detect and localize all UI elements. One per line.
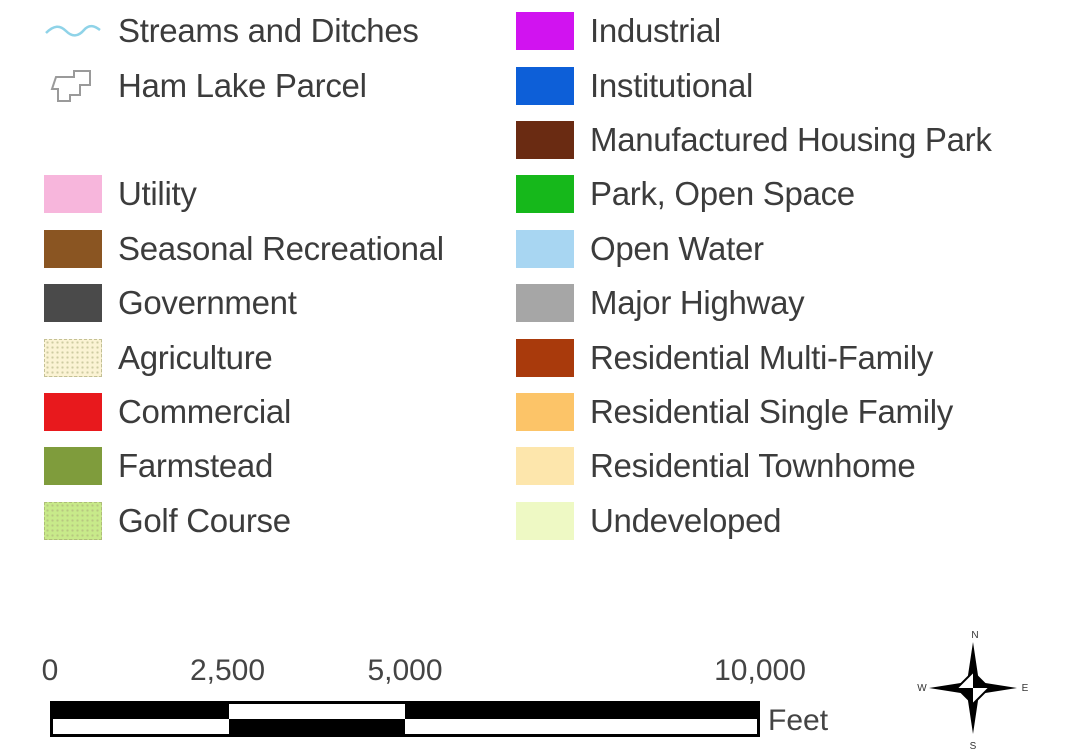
stream-line-icon xyxy=(44,12,102,50)
legend-item-residential-townhome: Residential Townhome xyxy=(516,439,992,493)
legend-right-column: Industrial Institutional Manufactured Hous… xyxy=(516,4,992,548)
legend-swatch xyxy=(516,120,574,159)
legend-item-institutional: Institutional xyxy=(516,58,992,112)
legend-swatch xyxy=(516,501,574,540)
scale-segment-bottom xyxy=(229,719,405,734)
legend-item-golf-course: Golf Course xyxy=(44,494,444,548)
legend-item-streams-and-ditches: Streams and Ditches xyxy=(44,4,444,58)
legend-item-undeveloped: Undeveloped xyxy=(516,494,992,548)
legend-label: Residential Multi-Family xyxy=(590,338,934,376)
scale-segment-bottom xyxy=(53,719,229,734)
legend-item-seasonal-recreational: Seasonal Recreational xyxy=(44,222,444,276)
legend-label: Industrial xyxy=(590,12,721,50)
scale-bar-graphic xyxy=(50,701,760,737)
legend-swatch xyxy=(44,447,102,486)
south-label: S xyxy=(970,741,977,752)
legend-swatch xyxy=(44,392,102,431)
legend-item-agriculture: Agriculture xyxy=(44,330,444,384)
legend-label: Government xyxy=(118,284,297,322)
legend-label: Farmstead xyxy=(118,447,274,485)
legend-left-column: Streams and Ditches Ham Lake Parcel Utilit… xyxy=(44,4,444,548)
legend-swatch xyxy=(516,66,574,105)
legend-item-major-highway: Major Highway xyxy=(516,276,992,330)
legend-label: Residential Single Family xyxy=(590,392,953,430)
legend-label: Institutional xyxy=(590,66,754,104)
compass-rose xyxy=(929,642,1017,734)
legend-label: Open Water xyxy=(590,229,764,267)
legend-swatch xyxy=(44,284,102,323)
legend-label: Residential Townhome xyxy=(590,447,916,485)
legend-swatch xyxy=(44,338,102,377)
legend-swatch xyxy=(44,175,102,214)
legend-swatch xyxy=(516,12,574,51)
legend-item-industrial: Industrial xyxy=(516,4,992,58)
west-label: W xyxy=(917,683,927,694)
legend-swatch xyxy=(516,229,574,268)
legend-swatch xyxy=(516,284,574,323)
legend-label: Park, Open Space xyxy=(590,175,855,213)
parcel-outline-icon xyxy=(44,67,102,105)
legend-item-ham-lake-parcel: Ham Lake Parcel xyxy=(44,58,444,112)
legend-item-park-open-space: Park, Open Space xyxy=(516,167,992,221)
legend-label: Streams and Ditches xyxy=(118,12,419,50)
scale-tick-label: 2,500 xyxy=(189,654,266,687)
scale-bar: 0 2,500 5,000 10,000 Feet xyxy=(40,650,860,750)
legend-label: Undeveloped xyxy=(590,501,782,539)
legend-swatch xyxy=(516,338,574,377)
scale-unit: Feet xyxy=(768,704,829,737)
legend-item-open-water: Open Water xyxy=(516,222,992,276)
scale-segment-top xyxy=(405,704,757,719)
legend-swatch xyxy=(516,175,574,214)
legend-swatch xyxy=(516,447,574,486)
legend-swatch xyxy=(516,392,574,431)
legend-label: Major Highway xyxy=(590,284,805,322)
legend-item-farmstead: Farmstead xyxy=(44,439,444,493)
legend-item-residential-single-family: Residential Single Family xyxy=(516,385,992,439)
legend-item-government: Government xyxy=(44,276,444,330)
legend-item-commercial: Commercial xyxy=(44,385,444,439)
scale-segment-top xyxy=(53,704,229,719)
legend-label: Seasonal Recreational xyxy=(118,229,444,267)
scale-tick-label: 0 xyxy=(41,654,59,687)
scale-segment-bottom xyxy=(405,719,757,734)
legend-label: Agriculture xyxy=(118,338,273,376)
legend-label: Commercial xyxy=(118,392,292,430)
legend-label: Utility xyxy=(118,175,197,213)
scale-tick-label: 5,000 xyxy=(367,654,443,687)
legend-swatch xyxy=(44,501,102,540)
legend-spacer xyxy=(44,113,444,167)
north-label: N xyxy=(971,630,978,641)
legend-item-residential-multi-family: Residential Multi-Family xyxy=(516,330,992,384)
legend-label: Ham Lake Parcel xyxy=(118,66,367,104)
scale-tick-label: 10,000 xyxy=(714,654,806,687)
legend-label: Manufactured Housing Park xyxy=(590,120,992,158)
north-arrow-icon: N S W E xyxy=(917,630,1029,752)
east-label: E xyxy=(1022,683,1029,694)
legend-item-utility: Utility xyxy=(44,167,444,221)
legend-label: Golf Course xyxy=(118,501,291,539)
scale-segment-top xyxy=(229,704,405,719)
legend-item-manufactured-housing-park: Manufactured Housing Park xyxy=(516,113,992,167)
legend-swatch xyxy=(44,229,102,268)
